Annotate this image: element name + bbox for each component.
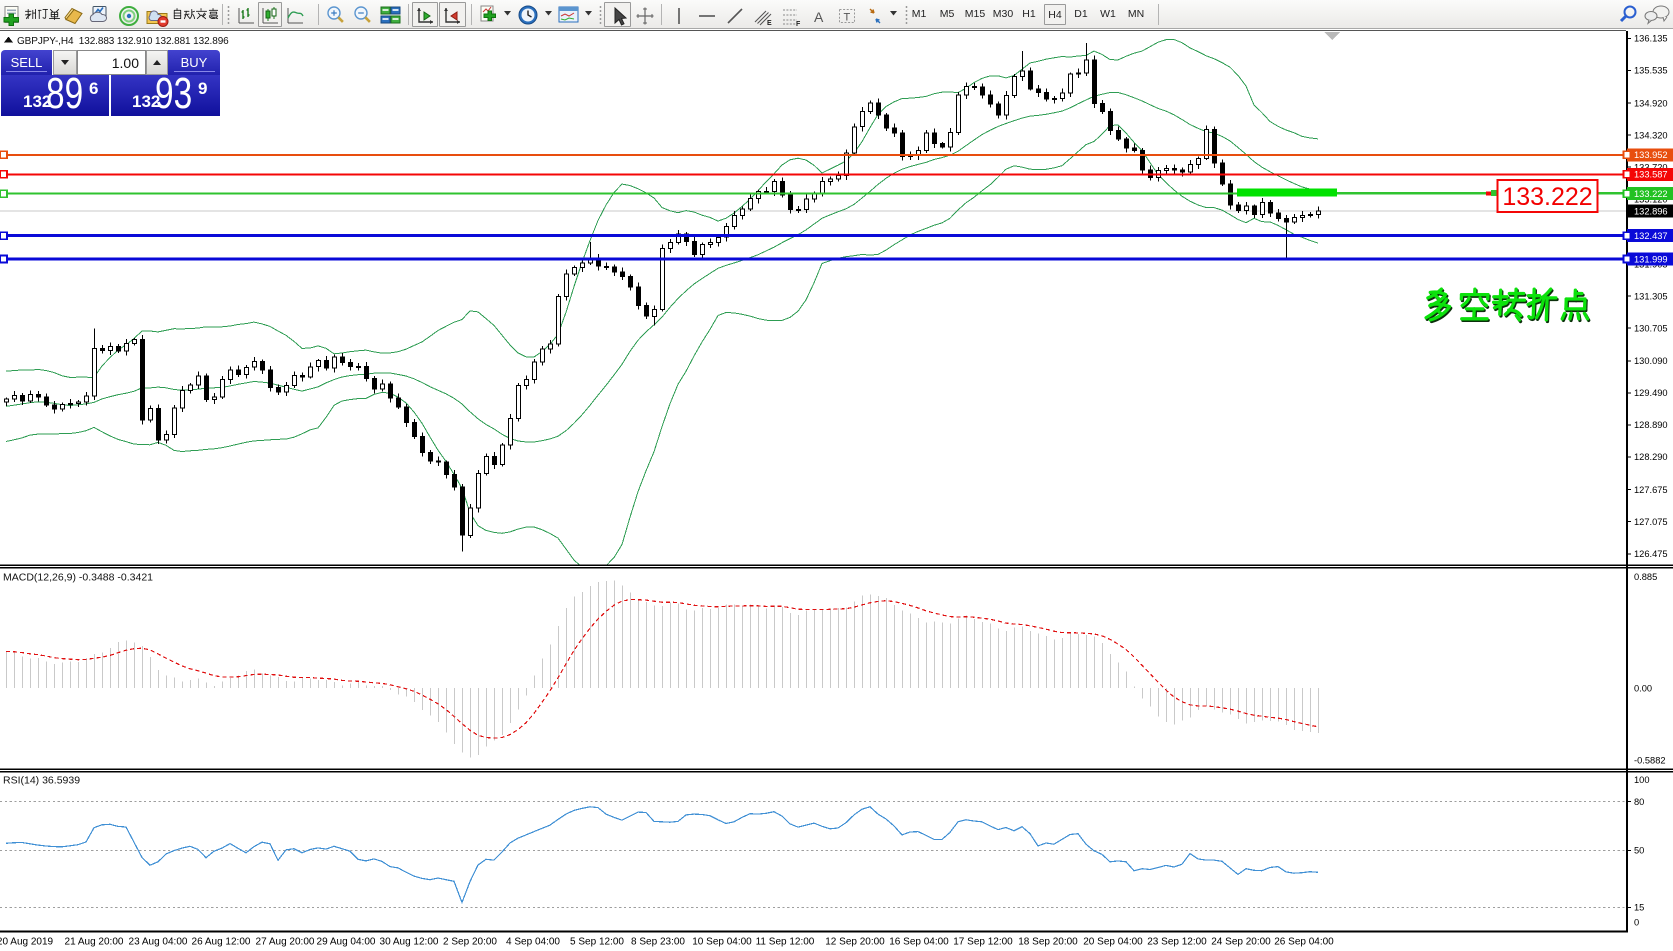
svg-text:20 Sep 04:00: 20 Sep 04:00 [1083,937,1143,948]
svg-text:26 Sep 04:00: 26 Sep 04:00 [1274,937,1334,948]
svg-text:0: 0 [1634,918,1639,928]
svg-text:21 Aug 20:00: 21 Aug 20:00 [65,937,124,948]
svg-text:131.305: 131.305 [1634,291,1668,301]
svg-text:0.00: 0.00 [1634,684,1652,694]
svg-text:4 Sep 04:00: 4 Sep 04:00 [506,937,560,948]
svg-text:132.896: 132.896 [1634,206,1668,216]
svg-text:130.090: 130.090 [1634,356,1668,366]
svg-text:126.475: 126.475 [1634,549,1668,559]
svg-text:133.720: 133.720 [1634,163,1668,173]
svg-text:100: 100 [1634,775,1650,785]
svg-text:MACD(12,26,9) -0.3488 -0.3421: MACD(12,26,9) -0.3488 -0.3421 [3,572,153,584]
svg-text:131.999: 131.999 [1634,254,1668,264]
svg-text:18 Sep 20:00: 18 Sep 20:00 [1018,937,1078,948]
svg-text:29 Aug 04:00: 29 Aug 04:00 [317,937,376,948]
svg-text:5 Sep 12:00: 5 Sep 12:00 [570,937,624,948]
svg-text:15: 15 [1634,903,1644,913]
svg-text:80: 80 [1634,797,1644,807]
svg-text:30 Aug 12:00: 30 Aug 12:00 [380,937,439,948]
svg-text:127.075: 127.075 [1634,517,1668,527]
svg-text:0.885: 0.885 [1634,572,1657,582]
svg-text:23 Aug 04:00: 23 Aug 04:00 [129,937,188,948]
svg-text:135.535: 135.535 [1634,66,1668,76]
svg-text:GBPJPY-,H4 132.883 132.910 13: GBPJPY-,H4 132.883 132.910 132.881 132.8… [17,36,229,47]
svg-text:A: A [814,9,824,25]
svg-text:8 Sep 23:00: 8 Sep 23:00 [631,937,685,948]
svg-text:26 Aug 12:00: 26 Aug 12:00 [192,937,251,948]
svg-text:130.705: 130.705 [1634,323,1668,333]
svg-text:12 Sep 20:00: 12 Sep 20:00 [825,937,885,948]
svg-text:-0.5882: -0.5882 [1634,756,1666,766]
svg-text:24 Sep 20:00: 24 Sep 20:00 [1211,937,1271,948]
svg-text:RSI(14) 36.5939: RSI(14) 36.5939 [3,775,80,787]
svg-text:23 Sep 12:00: 23 Sep 12:00 [1147,937,1207,948]
svg-text:133.222: 133.222 [1634,189,1668,199]
svg-text:16 Sep 04:00: 16 Sep 04:00 [889,937,949,948]
svg-text:11 Sep 12:00: 11 Sep 12:00 [756,937,815,948]
svg-text:127.675: 127.675 [1634,485,1668,495]
svg-text:20 Aug 2019: 20 Aug 2019 [0,937,54,948]
svg-text:10 Sep 04:00: 10 Sep 04:00 [692,937,752,948]
svg-text:136.135: 136.135 [1634,34,1668,44]
svg-text:132.437: 132.437 [1634,231,1668,241]
svg-text:E: E [767,20,772,27]
svg-text:2 Sep 20:00: 2 Sep 20:00 [443,937,497,948]
svg-text:133.952: 133.952 [1634,150,1668,160]
svg-text:134.920: 134.920 [1634,98,1668,108]
svg-text:17 Sep 12:00: 17 Sep 12:00 [953,937,1013,948]
svg-text:T: T [844,12,851,24]
svg-text:128.290: 128.290 [1634,452,1668,462]
svg-text:129.490: 129.490 [1634,388,1668,398]
svg-text:27 Aug 20:00: 27 Aug 20:00 [256,937,315,948]
svg-text:F: F [796,21,801,28]
svg-text:133.587: 133.587 [1634,170,1668,180]
svg-text:133.222: 133.222 [1502,183,1592,211]
svg-text:128.890: 128.890 [1634,420,1668,430]
svg-text:134.320: 134.320 [1634,130,1668,140]
svg-text:50: 50 [1634,846,1644,856]
